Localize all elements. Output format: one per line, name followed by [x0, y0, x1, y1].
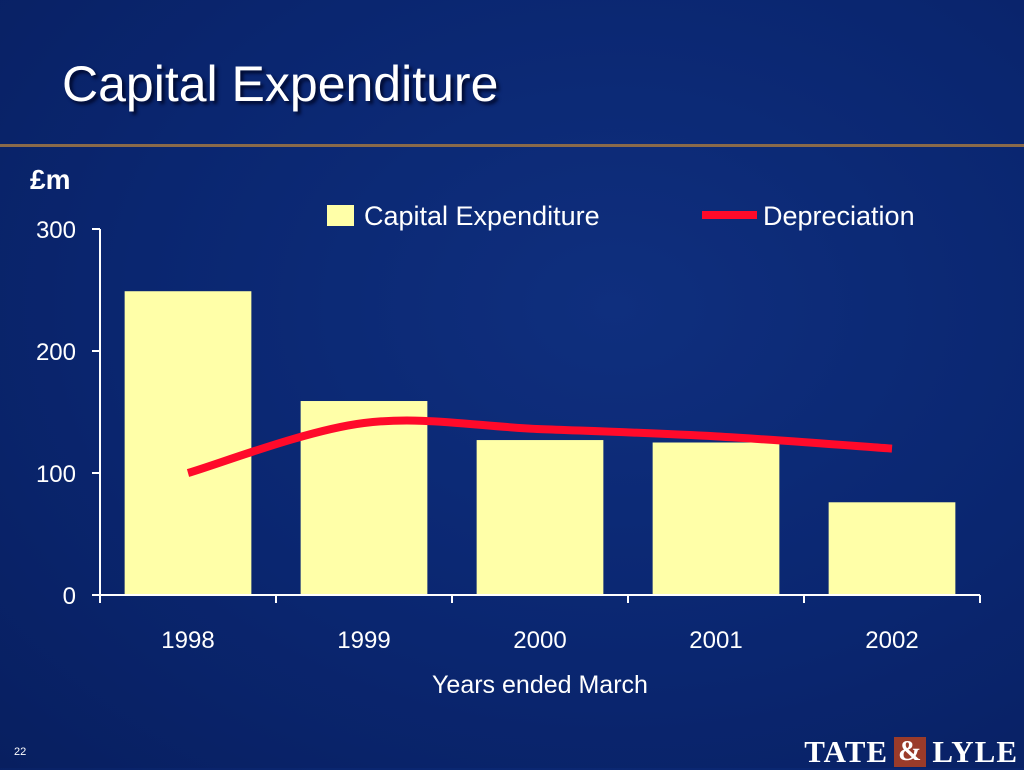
bar-2001: [652, 442, 780, 595]
y-unit-label: £m: [30, 164, 71, 195]
title-divider: [0, 144, 1024, 147]
x-tick-label-2002: 2002: [865, 627, 918, 654]
slide-number: 22: [14, 746, 27, 758]
logo-ampersand: &: [894, 737, 927, 767]
legend-swatch-capital-expenditure: [327, 205, 354, 226]
depreciation-line: [186, 416, 893, 477]
plot-area: 0 100 200 300 1998 1999 2000 2001 2002 Years ende…: [36, 201, 981, 699]
legend-label-depreciation: Depreciation: [763, 201, 915, 231]
x-tick-label-2000: 2000: [513, 627, 566, 654]
bar-2000: [476, 440, 604, 595]
x-tick-label-2001: 2001: [689, 627, 742, 654]
x-tick-label-1999: 1999: [337, 627, 390, 654]
tate-lyle-logo: TATE & LYLE: [804, 734, 1018, 770]
bar-1998: [124, 291, 252, 595]
x-axis-title: Years ended March: [432, 671, 648, 699]
bar-2002: [828, 502, 956, 595]
logo-text-right: LYLE: [932, 734, 1018, 769]
y-tick-label-0: 0: [63, 583, 76, 610]
x-tick-label-1998: 1998: [161, 627, 214, 654]
y-tick-label-100: 100: [36, 461, 76, 488]
y-tick-label-300: 300: [36, 217, 76, 244]
y-tick-label-200: 200: [36, 339, 76, 366]
slide-title: Capital Expenditure: [62, 56, 499, 112]
logo-text-left: TATE: [804, 734, 889, 769]
legend-label-capital-expenditure: Capital Expenditure: [364, 201, 600, 231]
